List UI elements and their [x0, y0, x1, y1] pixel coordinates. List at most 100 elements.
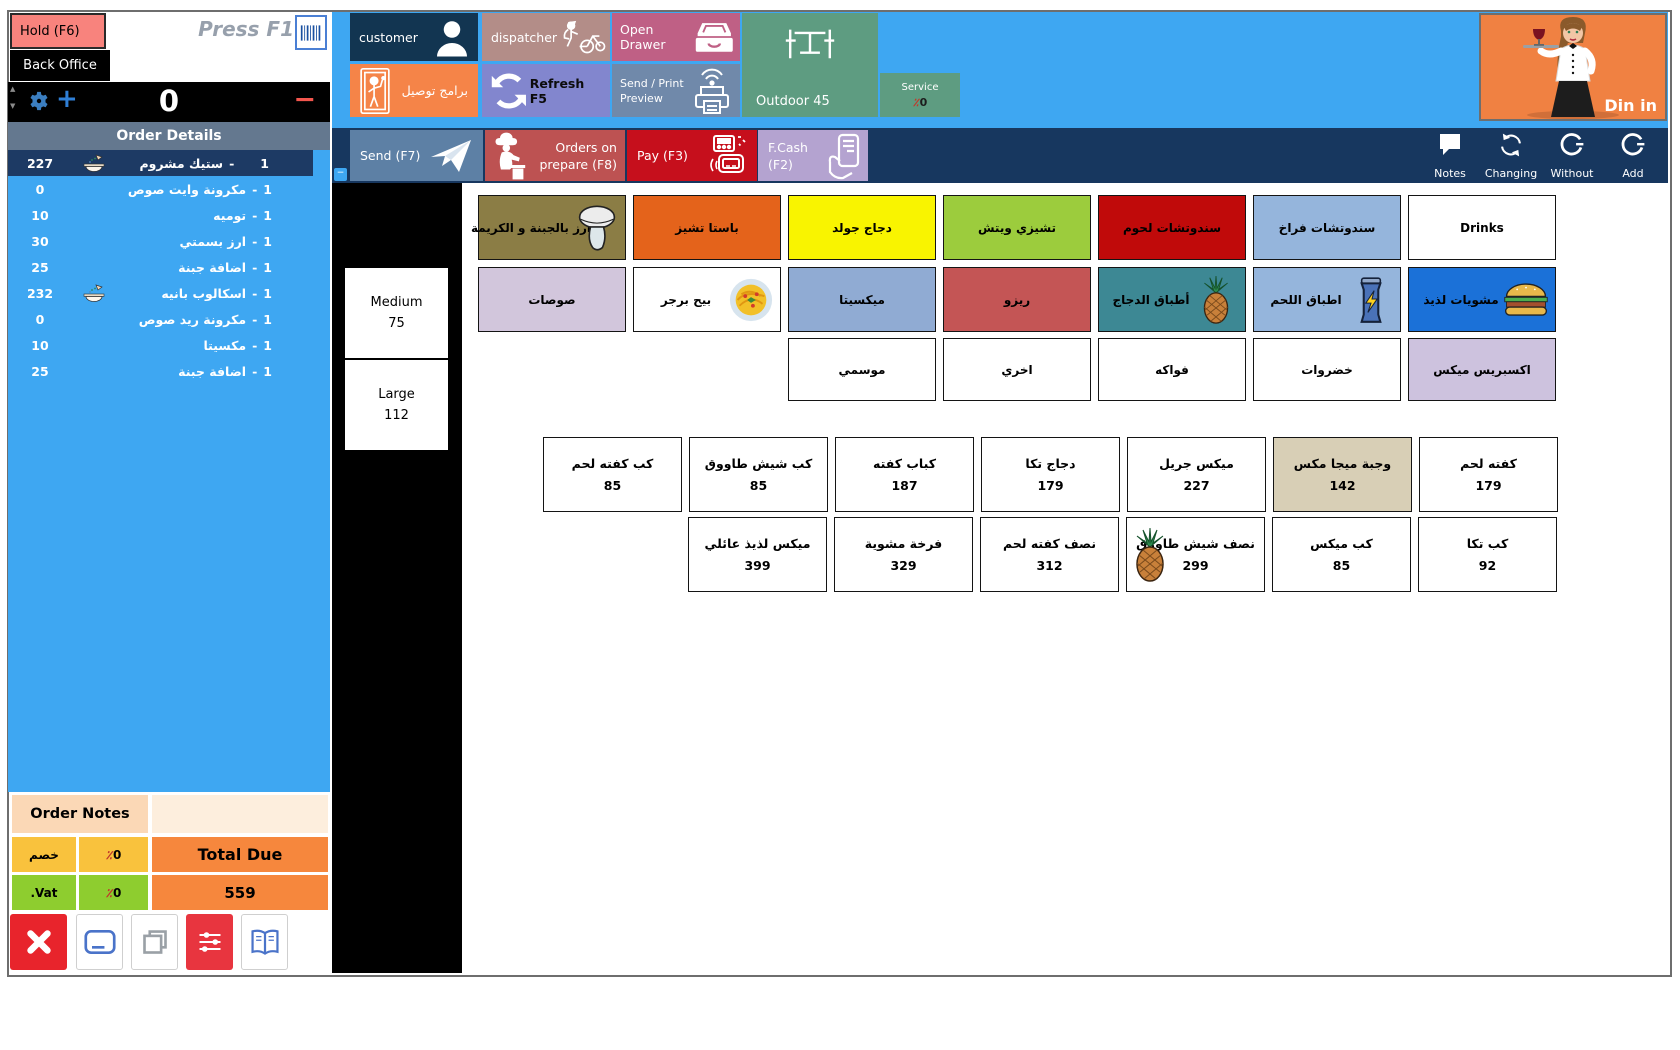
- add-button[interactable]: Add: [1604, 132, 1662, 180]
- discount-label[interactable]: خصم: [12, 837, 76, 872]
- category-button[interactable]: اطباق اللحم: [1253, 267, 1401, 332]
- collapse-toggle[interactable]: −: [334, 168, 347, 181]
- order-item-text: اضافة جبنة - 1: [178, 260, 272, 275]
- menu-item-button[interactable]: ميكس لذيذ عائلي 399: [688, 517, 827, 592]
- category-label: موسمي: [838, 362, 886, 377]
- order-item-row[interactable]: 10 مكسيتا - 1: [8, 332, 330, 358]
- category-button[interactable]: سندوتشات فراخ: [1253, 195, 1401, 260]
- sliders-icon: [199, 932, 220, 952]
- category-button[interactable]: بيح برجر: [633, 267, 781, 332]
- size-label: Large: [378, 387, 415, 402]
- category-button[interactable]: دجاج جولد: [788, 195, 936, 260]
- order-item-row[interactable]: 25 اضافة جبنة - 1: [8, 358, 330, 384]
- courier-bicycle-icon: [563, 20, 606, 54]
- pay-button[interactable]: Pay (F3): [627, 130, 757, 181]
- menu-item-button[interactable]: دجاج تكا 179: [981, 437, 1120, 512]
- menu-item-button[interactable]: كباب كفته 187: [835, 437, 974, 512]
- settings-sliders-button[interactable]: [186, 914, 233, 970]
- card-button[interactable]: [76, 914, 123, 970]
- category-row-2: صوصات بيح برجر ميكسيتا ريزو أطباق الدجاج: [478, 267, 1556, 332]
- service-charge-box[interactable]: Service ٪0: [880, 73, 960, 117]
- category-button[interactable]: مشويات لذيذ: [1408, 267, 1556, 332]
- order-item-price: 232: [26, 285, 54, 301]
- order-notes-header[interactable]: Order Notes: [12, 795, 148, 833]
- circle-minus-icon: [1560, 133, 1584, 156]
- menu-item-button[interactable]: ميكس جريل 227: [1127, 437, 1266, 512]
- menu-item-button[interactable]: كب ميكس 85: [1272, 517, 1411, 592]
- category-button[interactable]: ميكسيتا: [788, 267, 936, 332]
- category-button[interactable]: اكسبريس ميكس: [1408, 338, 1556, 401]
- menu-item-button[interactable]: كب تكا 92: [1418, 517, 1557, 592]
- category-button[interactable]: تشيزي ويتش: [943, 195, 1091, 260]
- send-print-preview-button[interactable]: Send / Print Preview: [612, 64, 740, 117]
- vat-value[interactable]: ٪ 0: [79, 875, 148, 910]
- order-item-row[interactable]: 227 ستيك مشروم - 1: [8, 150, 313, 176]
- copy-button[interactable]: [131, 914, 178, 970]
- menu-book-button[interactable]: [241, 914, 288, 970]
- open-drawer-button[interactable]: Open Drawer: [612, 13, 740, 61]
- order-item-row[interactable]: 25 اضافة جبنة - 1: [8, 254, 330, 280]
- scroll-arrows-icon[interactable]: ▲ ▼: [10, 85, 16, 110]
- outdoor-table-button[interactable]: Outdoor 45: [742, 13, 878, 117]
- fcash-button[interactable]: F.Cash (F2): [758, 130, 868, 181]
- gear-icon[interactable]: [28, 90, 50, 112]
- dash-separator: -: [252, 285, 258, 301]
- hold-button[interactable]: Hold (F6): [10, 13, 106, 49]
- minus-icon[interactable]: −: [293, 84, 316, 115]
- category-button[interactable]: فواكه: [1098, 338, 1246, 401]
- table-chairs-icon: [785, 29, 835, 59]
- order-item-row[interactable]: 0 مكرونة وايت صوص - 1: [8, 176, 330, 202]
- dine-in-image[interactable]: Din in: [1479, 13, 1667, 121]
- barcode-field[interactable]: [295, 15, 327, 50]
- search-box[interactable]: Press F1: [106, 13, 330, 50]
- category-button[interactable]: اخري: [943, 338, 1091, 401]
- dispatcher-button[interactable]: dispatcher: [482, 13, 610, 61]
- menu-item-button[interactable]: كب كفته لحم 85: [543, 437, 682, 512]
- customer-button[interactable]: customer: [350, 13, 478, 61]
- order-item-row[interactable]: 10 توميه - 1: [8, 202, 330, 228]
- orders-on-prepare-button[interactable]: Orders on prepare (F8): [485, 130, 625, 181]
- size-button[interactable]: Large 112: [345, 360, 448, 450]
- menu-item-button[interactable]: كب شيش طاووق 85: [689, 437, 828, 512]
- close-button[interactable]: [10, 914, 67, 970]
- vat-label[interactable]: .Vat: [12, 875, 76, 910]
- dash-separator: -: [252, 337, 258, 353]
- category-button[interactable]: خضروات: [1253, 338, 1401, 401]
- category-button[interactable]: صوصات: [478, 267, 626, 332]
- category-button[interactable]: ريزو: [943, 267, 1091, 332]
- order-item-row[interactable]: 232 اسكالوب بانيه - 1: [8, 280, 330, 306]
- send-button[interactable]: Send (F7): [350, 130, 483, 181]
- plus-icon[interactable]: +: [56, 84, 78, 114]
- menu-item-button[interactable]: نصف كفته لحم 312: [980, 517, 1119, 592]
- category-button[interactable]: Drinks: [1408, 195, 1556, 260]
- changing-button[interactable]: Changing: [1482, 132, 1540, 180]
- category-button[interactable]: أرز بالجبنة و الكريمة: [471, 195, 626, 260]
- size-button[interactable]: Medium 75: [345, 268, 448, 358]
- menu-items-row-2: ميكس لذيذ عائلي 399 فرخة مشوية 329 نصف ك…: [688, 517, 1557, 592]
- refresh-icon: [491, 73, 526, 108]
- order-notes-field[interactable]: [152, 795, 328, 833]
- discount-value[interactable]: ٪ 0: [79, 837, 148, 872]
- order-item-row[interactable]: 30 ارز بسمتي - 1: [8, 228, 330, 254]
- back-office-button[interactable]: Back Office: [10, 50, 110, 81]
- delivery-apps-button[interactable]: برامج توصيل: [350, 64, 478, 117]
- without-button[interactable]: Without: [1543, 132, 1601, 180]
- order-item-name: مكرونة وايت صوص: [127, 181, 247, 197]
- category-button[interactable]: أطباق الدجاج: [1098, 267, 1246, 332]
- menu-item-button[interactable]: وجبة ميجا مكس 142: [1273, 437, 1412, 512]
- order-item-row[interactable]: 0 مكرونة ريد صوص - 1: [8, 306, 330, 332]
- category-label: ريزو: [1003, 292, 1031, 307]
- menu-item-button[interactable]: فرخة مشوية 329: [834, 517, 973, 592]
- category-button[interactable]: موسمي: [788, 338, 936, 401]
- notes-button[interactable]: Notes: [1421, 132, 1479, 180]
- category-button[interactable]: باستا تشيز: [633, 195, 781, 260]
- refresh-button[interactable]: Refresh F5: [482, 64, 610, 117]
- menu-item-price: 85: [749, 478, 768, 493]
- menu-item-button[interactable]: كفته لحم 179: [1419, 437, 1558, 512]
- category-button[interactable]: سندوتشات لحوم: [1098, 195, 1246, 260]
- size-price: 112: [384, 408, 409, 423]
- menu-item-button[interactable]: نصف شيش طاووق 299: [1126, 517, 1265, 592]
- order-item-text: ارز بسمتي - 1: [180, 234, 272, 249]
- percent-sign: ٪: [105, 847, 113, 862]
